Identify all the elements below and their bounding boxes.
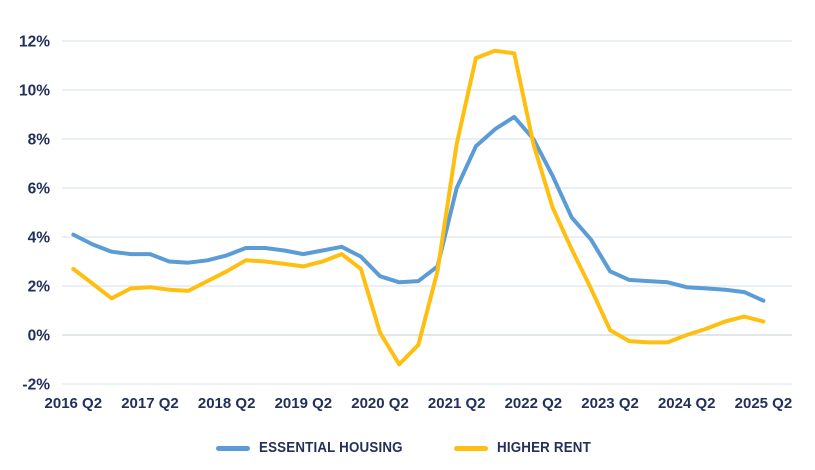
essential-housing-line: [71, 114, 766, 303]
x-tick-label: 2025 Q2: [735, 395, 793, 412]
x-tick-label: 2021 Q2: [428, 395, 486, 412]
x-tick-label: 2020 Q2: [351, 395, 409, 412]
essential-housing-label: ESSENTIAL HOUSING: [259, 440, 404, 456]
legend-item-essential-housing: ESSENTIAL HOUSING: [216, 440, 415, 456]
higher-rent-label: HIGHER RENT: [496, 440, 591, 456]
x-tick-label: 2024 Q2: [658, 395, 716, 412]
y-tick-label: -2%: [22, 377, 50, 394]
chart-legend: ESSENTIAL HOUSING HIGHER RENT: [0, 440, 815, 456]
y-tick-label: 6%: [28, 181, 51, 198]
y-tick-label: 0%: [28, 328, 51, 345]
y-tick-label: 4%: [28, 230, 51, 247]
higher-rent-line: [71, 48, 766, 367]
x-tick-label: 2017 Q2: [121, 395, 179, 412]
y-tick-label: 12%: [19, 34, 50, 51]
y-tick-label: 2%: [28, 279, 51, 296]
essential-housing-swatch: [216, 445, 251, 451]
legend-item-higher-rent: HIGHER RENT: [453, 440, 599, 456]
x-tick-label: 2023 Q2: [581, 395, 639, 412]
y-tick-label: 10%: [19, 83, 50, 100]
higher-rent-swatch: [453, 445, 488, 451]
line-chart: 12% 10% 8% 6% 4% 2% 0% -2%2016 Q2 2017 Q2 2018 Q2…: [19, 34, 793, 413]
x-tick-label: 2016 Q2: [45, 395, 103, 412]
y-tick-label: 8%: [28, 132, 51, 149]
x-tick-label: 2019 Q2: [275, 395, 333, 412]
x-tick-label: 2022 Q2: [505, 395, 563, 412]
x-tick-label: 2018 Q2: [198, 395, 256, 412]
